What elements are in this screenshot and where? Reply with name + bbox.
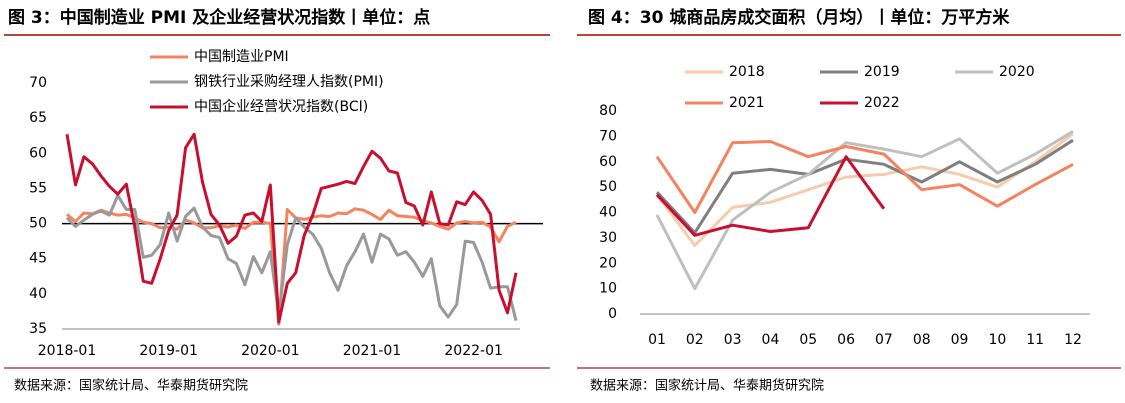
y-tick-label: 20	[599, 255, 617, 271]
x-tick-label: 03	[724, 332, 742, 348]
line-series	[65, 132, 518, 324]
legend-label: 2022	[864, 95, 900, 111]
y-tick-label: 40	[599, 205, 617, 221]
source: 数据来源：国家统计局、华泰期货研究院	[14, 378, 248, 394]
x-tick-label: 06	[837, 332, 855, 348]
y-tick-label: 65	[29, 110, 47, 126]
x-tick-label: 10	[988, 332, 1006, 348]
y-tick-label: 70	[29, 75, 47, 91]
y-tick-label: 50	[29, 216, 47, 232]
y-tick-label: 60	[29, 145, 47, 161]
line-series	[65, 194, 518, 321]
chart-title: 图 3：中国制造业 PMI 及企业经营状况指数丨单位：点	[8, 7, 430, 28]
x-tick-label: 08	[913, 332, 931, 348]
y-tick-label: 10	[599, 281, 617, 297]
y-tick-label: 45	[29, 251, 47, 267]
legend-label: 中国制造业PMI	[194, 49, 289, 65]
y-tick-label: 55	[29, 180, 47, 196]
x-tick-label: 11	[1026, 332, 1044, 348]
y-tick-label: 60	[599, 154, 617, 170]
line-series	[655, 155, 886, 237]
chart-title: 图 4：30 城商品房成交面积（月均）丨单位：万平方米	[588, 7, 1010, 28]
y-tick-label: 40	[29, 286, 47, 302]
x-tick-label: 02	[686, 332, 704, 348]
y-tick-label: 70	[599, 128, 617, 144]
source: 数据来源：国家统计局、华泰期货研究院	[590, 378, 824, 394]
x-tick-label: 07	[875, 332, 893, 348]
line-series	[655, 132, 1074, 247]
legend-label: 2019	[864, 64, 900, 80]
x-tick-label: 2022-01	[444, 343, 503, 359]
x-tick-label: 2021-01	[343, 343, 402, 359]
y-tick-label: 80	[599, 103, 617, 119]
y-tick-label: 50	[599, 179, 617, 195]
x-tick-label: 2019-01	[139, 343, 198, 359]
legend-label: 中国企业经营状况指数(BCI)	[194, 98, 368, 115]
x-tick-label: 01	[648, 332, 666, 348]
line-series	[66, 207, 517, 326]
x-tick-label: 09	[951, 332, 969, 348]
x-tick-label: 04	[762, 332, 780, 348]
line-series	[655, 130, 1074, 291]
x-tick-label: 2018-01	[38, 343, 97, 359]
legend-label: 2021	[729, 95, 765, 111]
line-series	[655, 140, 1074, 214]
x-tick-label: 05	[799, 332, 817, 348]
legend-label: 2018	[729, 64, 765, 80]
line-series	[655, 138, 1074, 235]
y-tick-label: 30	[599, 230, 617, 246]
legend-label: 2020	[999, 64, 1035, 80]
legend-label: 钢铁行业采购经理人指数(PMI)	[194, 74, 384, 90]
y-tick-label: 35	[29, 321, 47, 337]
x-tick-label: 12	[1064, 332, 1082, 348]
y-tick-label: 0	[608, 306, 617, 322]
x-tick-label: 2020-01	[241, 343, 300, 359]
